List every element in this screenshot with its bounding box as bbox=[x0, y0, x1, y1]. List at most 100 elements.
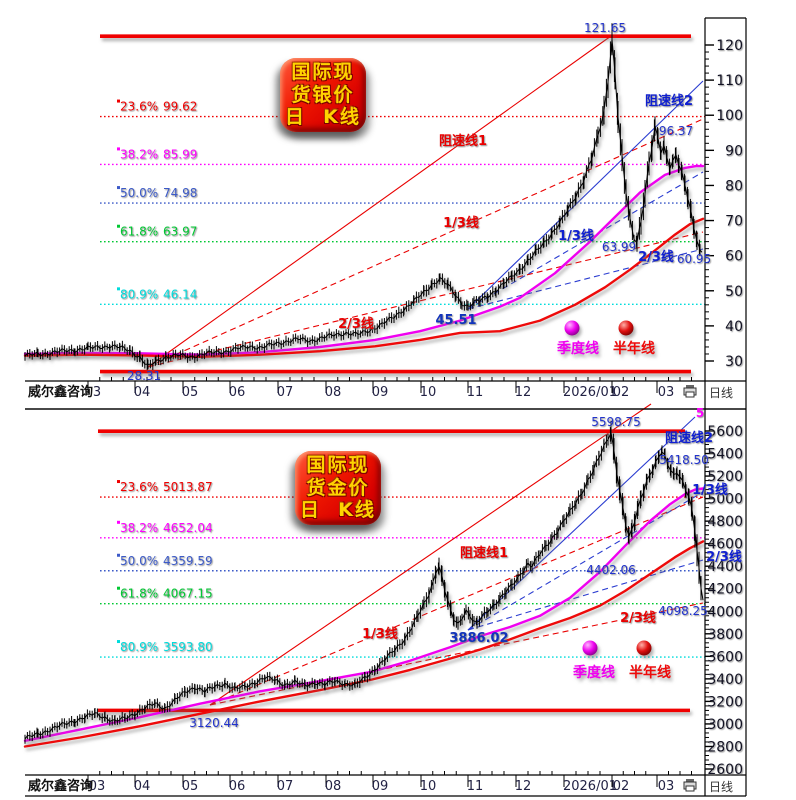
annotation-45.51: 45.51 bbox=[435, 313, 476, 328]
fib-marker bbox=[117, 99, 120, 103]
fib-value-label: 4067.15 bbox=[163, 587, 213, 601]
annotation-阻速线1: 阻速线1 bbox=[439, 133, 487, 149]
annotation-2/3线: 2/3线 bbox=[620, 610, 656, 626]
printer-icon[interactable] bbox=[683, 385, 697, 398]
y-axis-label: 3800 bbox=[707, 627, 743, 643]
badge-title-line: 日 K线 bbox=[300, 499, 376, 522]
fib-marker bbox=[117, 224, 120, 228]
annotation-5598.75: 5598.75 bbox=[591, 415, 641, 429]
fib-pct-label: 80.9% bbox=[120, 640, 158, 654]
fib-pct-label: 80.9% bbox=[120, 287, 158, 301]
x-axis-label: 2026/01 bbox=[563, 385, 617, 400]
annotation-1/3线: 1/3线 bbox=[443, 215, 479, 231]
y-axis-label: 5400 bbox=[707, 447, 743, 463]
y-axis-label: 4200 bbox=[707, 582, 743, 598]
silver-chart: 23.6% 99.62 38.2% 85.99 50.0% 74.98 61.8% 63.97… bbox=[23, 17, 747, 410]
badge-title-line: 日 K线 bbox=[285, 106, 361, 129]
y-axis-label: 4400 bbox=[707, 559, 743, 575]
fib-pct-label: 61.8% bbox=[120, 225, 158, 239]
annotation-5: 5 bbox=[696, 406, 704, 420]
close-line bbox=[24, 432, 704, 740]
speed-resistance-line bbox=[147, 118, 704, 368]
fib-marker bbox=[117, 586, 120, 590]
badge-title-line: 国际现 bbox=[291, 61, 355, 84]
fib-value-label: 4359.59 bbox=[163, 554, 213, 568]
x-axis-label: 02 bbox=[613, 385, 630, 400]
y-axis-label: 2800 bbox=[707, 739, 743, 755]
fib-pct-label: 38.2% bbox=[120, 147, 158, 161]
y-axis-label: 5600 bbox=[707, 424, 743, 440]
y-axis-label: 70 bbox=[725, 214, 743, 230]
period-label[interactable]: 日线 bbox=[709, 780, 733, 794]
x-axis-label: 09 bbox=[372, 779, 389, 794]
candle-series bbox=[24, 420, 704, 744]
fib-pct-label: 50.0% bbox=[120, 186, 158, 200]
silver-chart-title-badge: 国际现 货银价 日 K线 bbox=[280, 58, 366, 132]
fib-pct-label: 38.2% bbox=[120, 521, 158, 535]
speed-resistance-line bbox=[467, 491, 704, 631]
annotation-1/3线: 1/3线 bbox=[692, 482, 728, 498]
y-axis-label: 120 bbox=[716, 38, 743, 54]
fib-value-label: 85.99 bbox=[163, 147, 197, 161]
badge-title-line: 国际现 bbox=[306, 454, 370, 477]
printer-icon[interactable] bbox=[683, 779, 697, 792]
y-axis-label: 3000 bbox=[707, 717, 743, 733]
fib-value-label: 63.97 bbox=[163, 225, 197, 239]
annotation-3120.44: 3120.44 bbox=[189, 716, 239, 730]
x-axis-label: 02 bbox=[613, 779, 630, 794]
annotation-4402.06: 4402.06 bbox=[586, 563, 636, 577]
x-axis-label: 05 bbox=[182, 385, 199, 400]
x-axis-label: 04 bbox=[134, 385, 151, 400]
y-axis-label: 5200 bbox=[707, 469, 743, 485]
annotation-3886.02: 3886.02 bbox=[449, 631, 508, 646]
fib-marker bbox=[117, 520, 120, 524]
y-axis-label: 60 bbox=[725, 249, 743, 265]
y-axis-label: 30 bbox=[725, 354, 743, 370]
fib-marker bbox=[117, 640, 120, 644]
fib-pct-label: 61.8% bbox=[120, 587, 158, 601]
y-axis-label: 100 bbox=[716, 108, 743, 124]
legend-ball-quarter bbox=[582, 640, 598, 656]
annotation-2/3线: 2/3线 bbox=[338, 316, 374, 332]
annotation-28.31: 28.31 bbox=[127, 369, 161, 383]
annotation-63.99: 63.99 bbox=[602, 240, 636, 254]
badge-title-line: 货金价 bbox=[306, 476, 370, 499]
legend-label: 季度线 bbox=[556, 340, 599, 357]
fib-value-label: 4652.04 bbox=[163, 521, 213, 535]
fib-value-label: 5013.87 bbox=[163, 480, 213, 494]
fib-pct-label: 23.6% bbox=[120, 100, 158, 114]
x-axis-label: 11 bbox=[467, 779, 484, 794]
speed-resistance-line bbox=[467, 80, 704, 310]
x-axis-label: 07 bbox=[277, 385, 294, 400]
y-axis-label: 4000 bbox=[707, 604, 743, 620]
annotation-1/3线: 1/3线 bbox=[362, 626, 398, 642]
annotation-4098.25: 4098.25 bbox=[658, 604, 708, 618]
candle-series bbox=[24, 23, 703, 371]
y-axis-label: 110 bbox=[716, 73, 743, 89]
x-axis-label: 05 bbox=[182, 779, 199, 794]
annotation-5418.50: 5418.50 bbox=[659, 453, 709, 467]
x-axis-label: 09 bbox=[372, 385, 389, 400]
x-axis-label: 2026/01 bbox=[563, 779, 617, 794]
ma-line-quarter bbox=[23, 487, 705, 742]
speed-resistance-line bbox=[147, 35, 612, 368]
annotation-60.95: 60.95 bbox=[677, 252, 711, 266]
fib-value-label: 3593.80 bbox=[163, 640, 213, 654]
y-axis-label: 4600 bbox=[707, 537, 743, 553]
x-axis-label: 08 bbox=[325, 779, 342, 794]
fib-pct-label: 50.0% bbox=[120, 554, 158, 568]
period-label[interactable]: 日线 bbox=[709, 386, 733, 400]
x-axis-label: 12 bbox=[515, 385, 532, 400]
x-axis-label: 06 bbox=[229, 385, 246, 400]
close-line bbox=[24, 39, 703, 366]
speed-resistance-line bbox=[209, 403, 652, 706]
annotation-阻速线2: 阻速线2 bbox=[665, 430, 713, 446]
fib-value-label: 46.14 bbox=[163, 287, 197, 301]
annotation-2/3线: 2/3线 bbox=[706, 549, 742, 565]
x-axis-label: 10 bbox=[420, 779, 437, 794]
legend-ball-quarter bbox=[564, 320, 580, 336]
y-axis-label: 4800 bbox=[707, 514, 743, 530]
watermark-label: 威尔鑫咨询 bbox=[28, 384, 93, 400]
legend-ball-half-year bbox=[618, 320, 634, 336]
